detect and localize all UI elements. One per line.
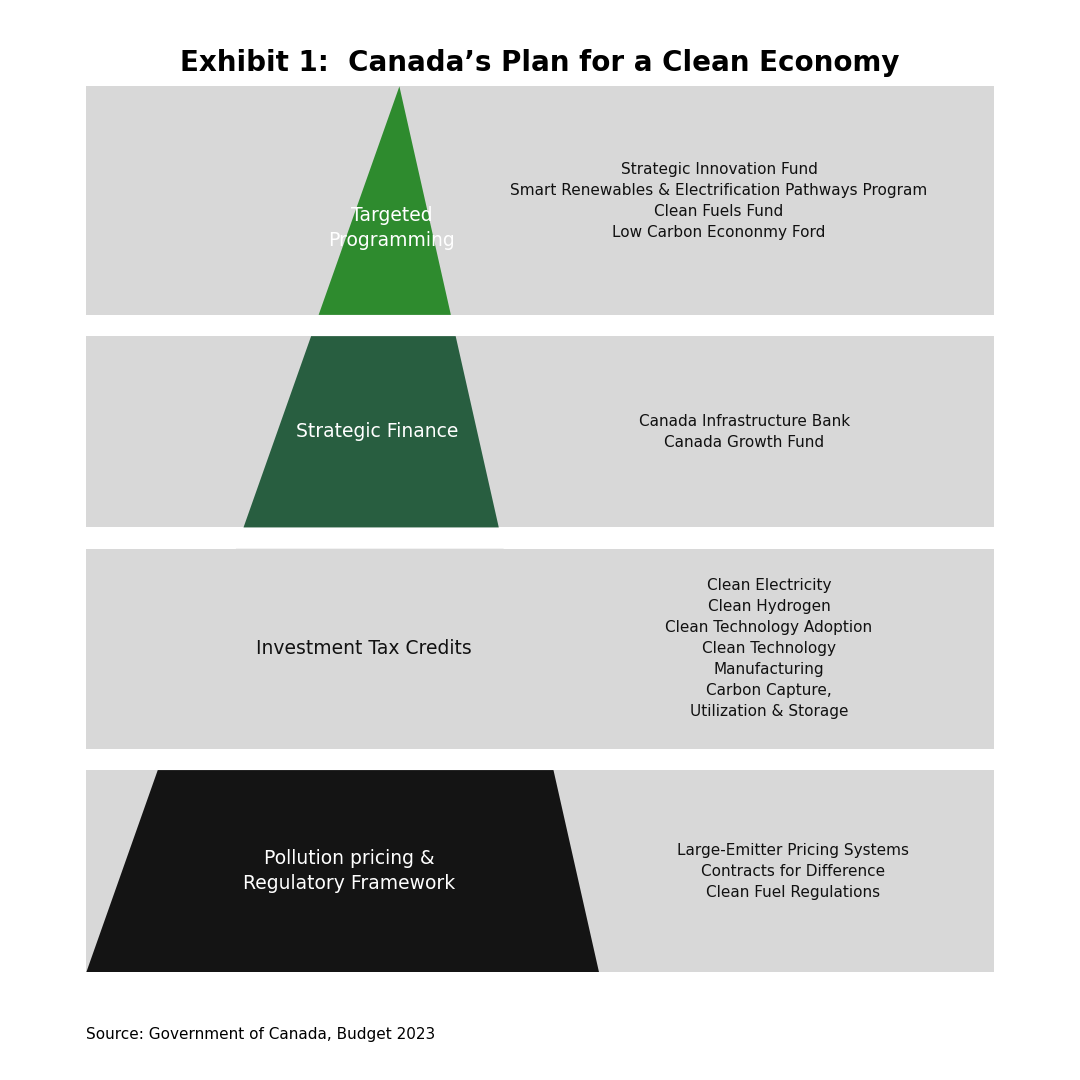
Text: Pollution pricing &
Regulatory Framework: Pollution pricing & Regulatory Framework [243,849,456,893]
Polygon shape [243,336,499,527]
Polygon shape [86,770,599,972]
Bar [86,86,994,315]
Bar [86,336,994,527]
Text: Large-Emitter Pricing Systems
Contracts for Difference
Clean Fuel Regulations: Large-Emitter Pricing Systems Contracts … [677,842,909,900]
Text: Targeted
Programming: Targeted Programming [328,206,455,251]
Text: Investment Tax Credits: Investment Tax Credits [256,639,471,658]
Bar [86,549,994,748]
Text: Strategic Finance: Strategic Finance [296,422,458,442]
Text: Exhibit 1:  Canada’s Plan for a Clean Economy: Exhibit 1: Canada’s Plan for a Clean Eco… [180,49,900,77]
Text: Canada Infrastructure Bank
Canada Growth Fund: Canada Infrastructure Bank Canada Growth… [639,414,850,449]
Text: Source: Government of Canada, Budget 2023: Source: Government of Canada, Budget 202… [86,1027,435,1042]
Text: Strategic Innovation Fund
Smart Renewables & Electrification Pathways Program
Cl: Strategic Innovation Fund Smart Renewabl… [511,162,928,240]
Text: Clean Electricity
Clean Hydrogen
Clean Technology Adoption
Clean Technology
Manu: Clean Electricity Clean Hydrogen Clean T… [665,578,873,719]
Polygon shape [165,549,549,748]
Polygon shape [319,86,450,315]
Bar [86,770,994,972]
